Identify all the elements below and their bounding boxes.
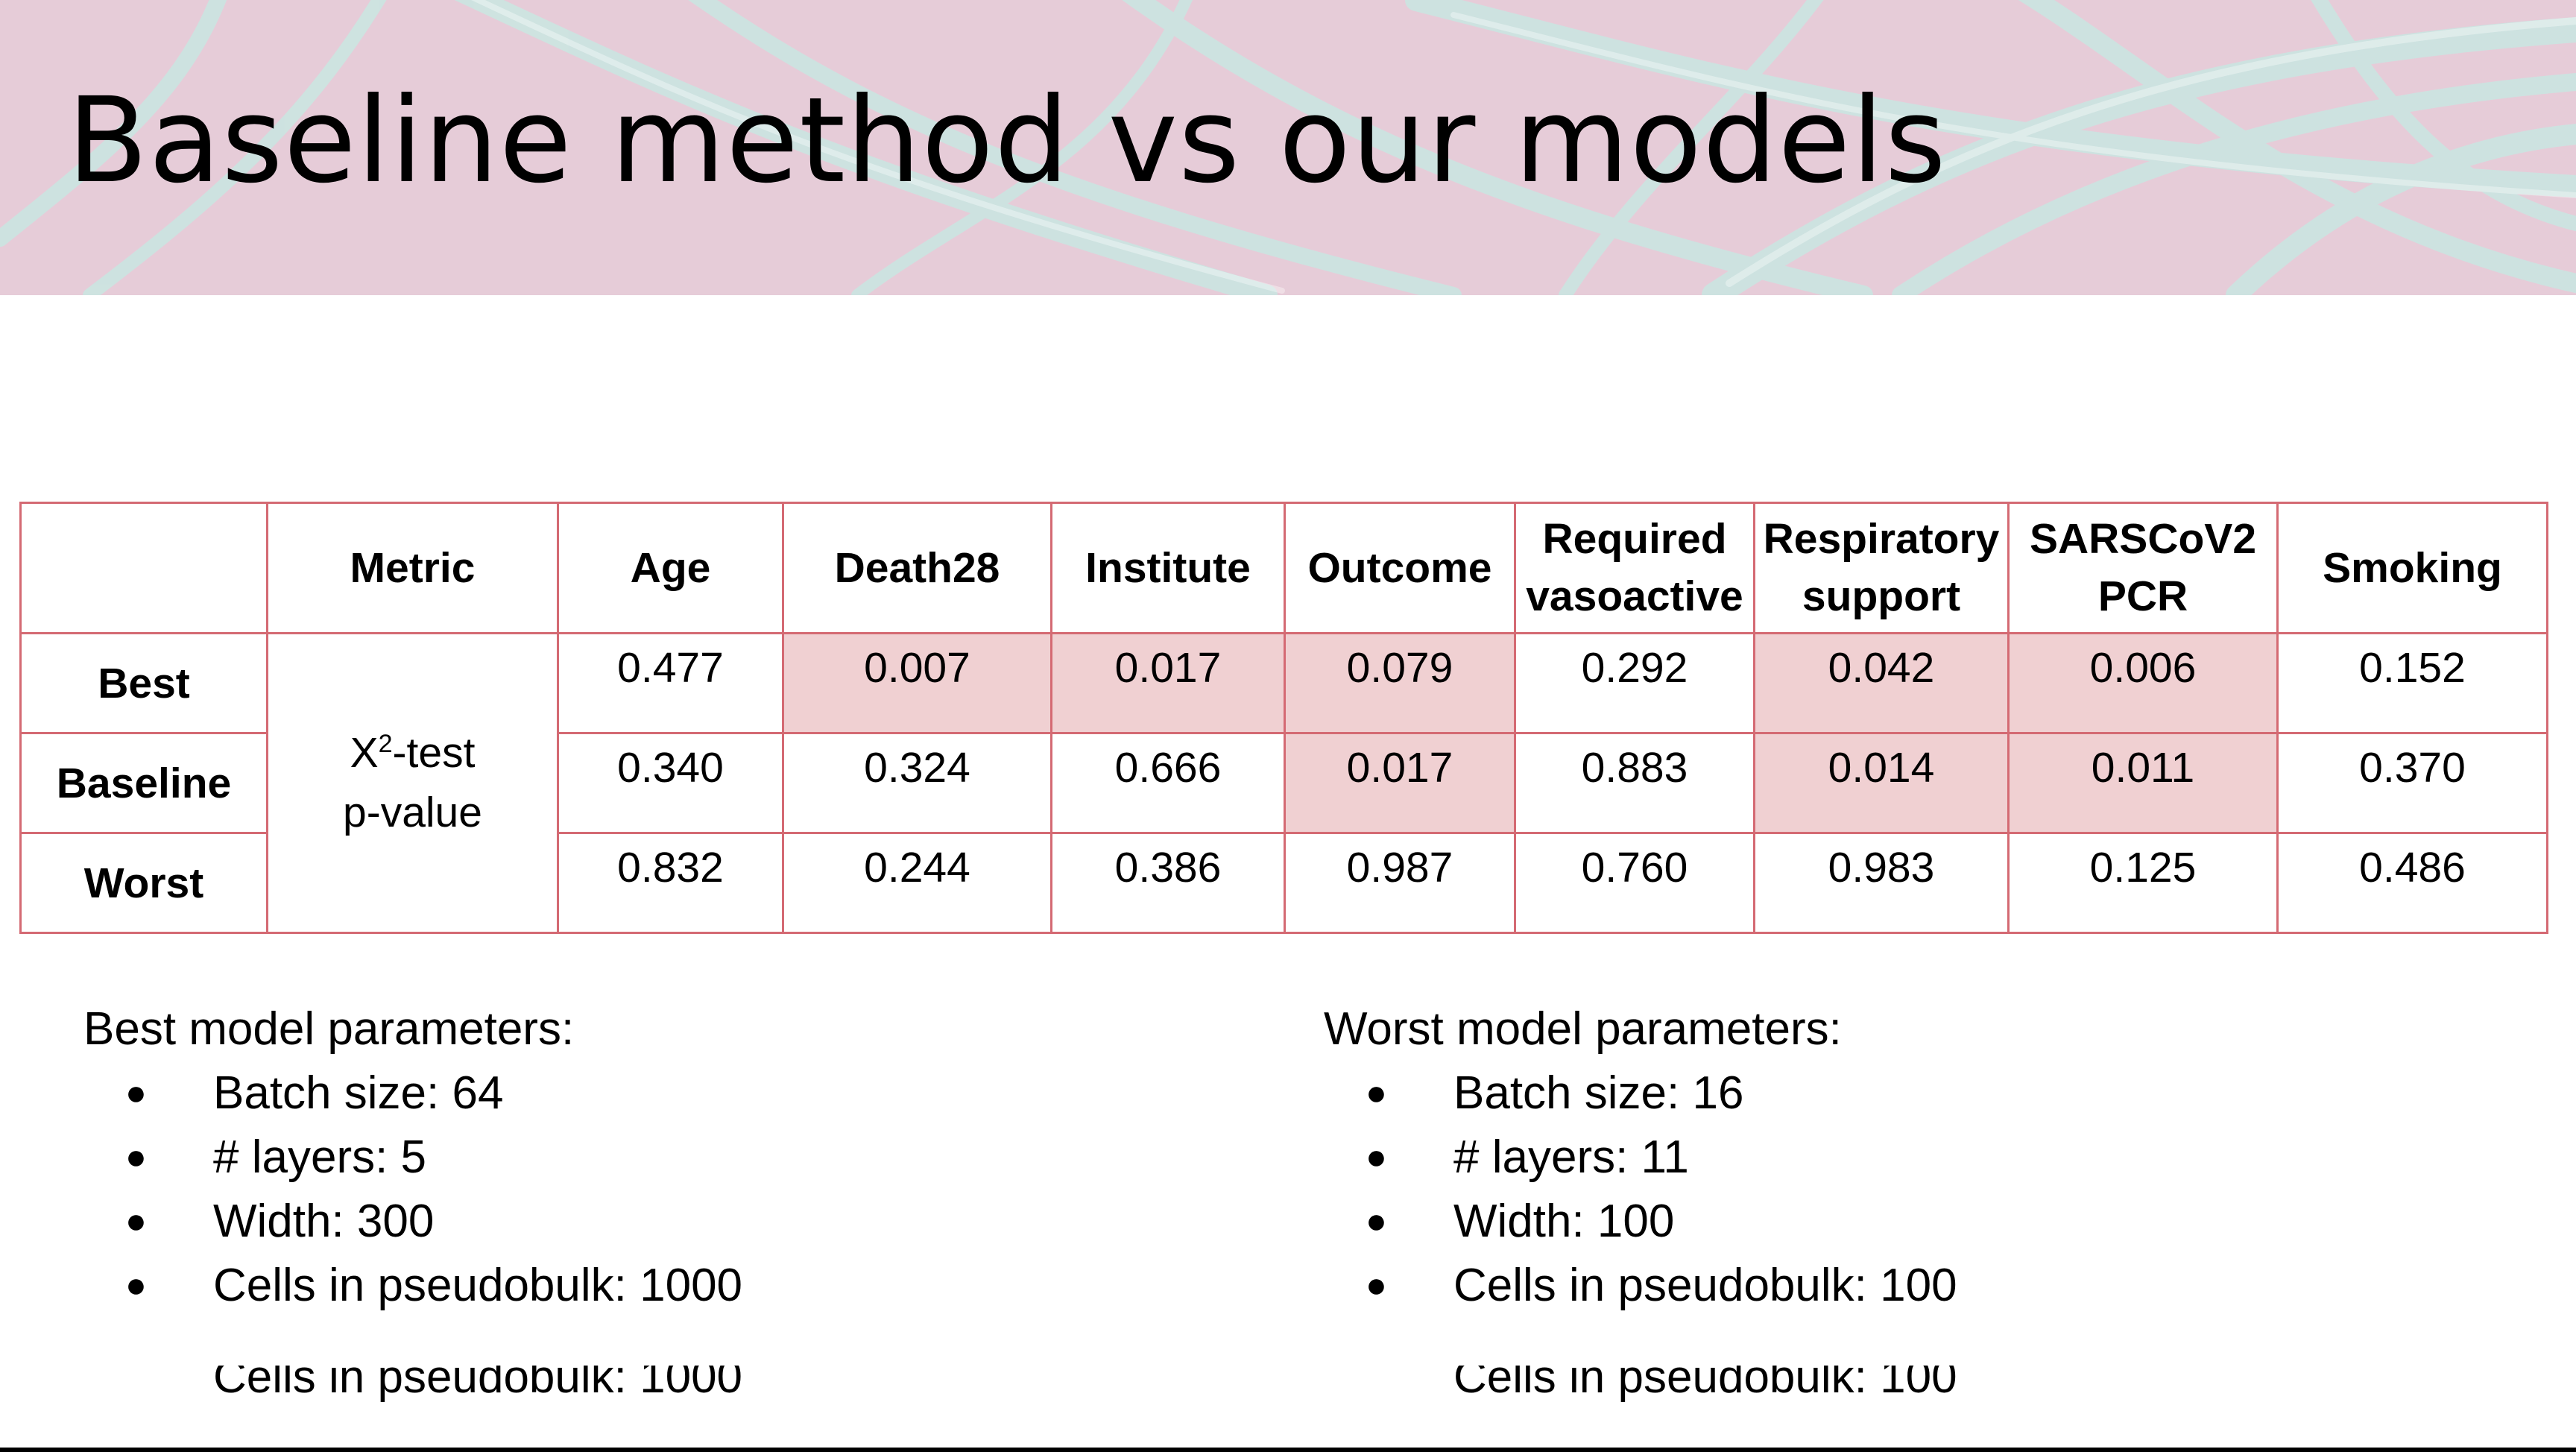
list-item-text: Batch size: 16 (1453, 1067, 1744, 1119)
bullet-icon: ● (1366, 1137, 1387, 1177)
list-item: ● # layers: 11 (1324, 1126, 1957, 1190)
list-item: ● # layers: 5 (83, 1126, 742, 1190)
header-sars-line1: SARSCoV2 (2029, 515, 2257, 564)
bullet-icon: ● (125, 1137, 147, 1177)
list-item-text: Cells in pseudobulk: 100 (1453, 1260, 1957, 1311)
header-respiratory-line2: support (1802, 572, 1961, 620)
table-cell: 0.386 (1050, 832, 1286, 934)
table-cell: 0.987 (1284, 832, 1516, 934)
table-cell: 0.883 (1514, 732, 1755, 834)
header-metric: Metric (266, 502, 559, 634)
table-cell: 0.832 (557, 832, 784, 934)
clipped-text-artifact-best: Cells in pseudobulk: 1000 (213, 1366, 742, 1416)
table-row-best: Best X2-test p-value 0.477 0.007 0.017 0… (19, 632, 2548, 934)
list-item: ● Batch size: 64 (83, 1061, 742, 1126)
table-cell: 0.477 (557, 632, 784, 734)
table-cell-highlighted: 0.011 (2007, 732, 2279, 834)
header-outcome: Outcome (1284, 502, 1516, 634)
list-item-text: # layers: 11 (1453, 1131, 1689, 1183)
header-required-line1: Required (1542, 515, 1727, 564)
header-institute: Institute (1050, 502, 1286, 634)
table-cell-highlighted: 0.079 (1284, 632, 1516, 734)
table-row-worst: Worst 0.832 0.244 0.386 0.987 0.760 0.98… (19, 832, 2548, 934)
table-cell: 0.983 (1753, 832, 2010, 934)
table-cell: 0.666 (1050, 732, 1286, 834)
table-cell-highlighted: 0.006 (2007, 632, 2279, 734)
list-item: ● Cells in pseudobulk: 1000 (83, 1254, 742, 1318)
bottom-divider (0, 1448, 2576, 1452)
table-cell: 0.324 (782, 732, 1052, 834)
worst-model-parameters: Worst model parameters: ● Batch size: 16 … (1324, 997, 1957, 1318)
list-item: ● Batch size: 16 (1324, 1061, 1957, 1126)
list-item-text: # layers: 5 (213, 1131, 427, 1183)
bullet-icon: ● (125, 1202, 147, 1241)
table-cell-highlighted: 0.014 (1753, 732, 2010, 834)
list-item: ● Width: 300 (83, 1190, 742, 1254)
worst-params-heading: Worst model parameters: (1324, 1003, 1842, 1055)
table-cell-highlighted: 0.017 (1284, 732, 1516, 834)
bullet-icon: ● (1366, 1202, 1387, 1241)
worst-params-list: ● Batch size: 16 ● # layers: 11 ● Width: 10… (1324, 1061, 1957, 1318)
header-smoking: Smoking (2276, 502, 2548, 634)
table-cell: 0.125 (2007, 832, 2279, 934)
header-sarscov2-pcr: SARSCoV2 PCR (2007, 502, 2279, 634)
header-respiratory-support: Respiratory support (1753, 502, 2010, 634)
metric-chi-suffix: -test (392, 728, 476, 777)
row-label-worst: Worst (19, 832, 268, 934)
metric-chi-prefix: X (350, 728, 379, 777)
clipped-text-artifact-worst: Cells in pseudobulk: 100 (1453, 1366, 1957, 1416)
metric-cell: X2-test p-value (266, 632, 559, 934)
header-required-line2: vasoactive (1526, 572, 1743, 620)
header-death28: Death28 (782, 502, 1052, 634)
list-item-text: Width: 100 (1453, 1196, 1675, 1247)
row-label-baseline: Baseline (19, 732, 268, 834)
bullet-icon: ● (1366, 1073, 1387, 1113)
table-cell: 0.152 (2276, 632, 2548, 734)
table-cell-highlighted: 0.007 (782, 632, 1052, 734)
header-sars-line2: PCR (2097, 572, 2188, 620)
table-cell: 0.486 (2276, 832, 2548, 934)
header-respiratory-line1: Respiratory (1763, 515, 2000, 564)
best-params-heading: Best model parameters: (83, 1003, 575, 1055)
table-cell-highlighted: 0.017 (1050, 632, 1286, 734)
table-cell: 0.340 (557, 732, 784, 834)
table-cell: 0.292 (1514, 632, 1755, 734)
list-item: ● Width: 100 (1324, 1190, 1957, 1254)
best-params-list: ● Batch size: 64 ● # layers: 5 ● Width: 300… (83, 1061, 742, 1318)
table-row-baseline: Baseline 0.340 0.324 0.666 0.017 0.883 0… (19, 732, 2548, 834)
bullet-icon: ● (125, 1073, 147, 1113)
table-cell-highlighted: 0.042 (1753, 632, 2010, 734)
bullet-icon: ● (125, 1266, 147, 1305)
table-header-row: Metric Age Death28 Institute Outcome Req… (19, 502, 2548, 634)
clipped-text: Cells in pseudobulk: 100 (1453, 1366, 1957, 1403)
list-item-text: Batch size: 64 (213, 1067, 504, 1119)
row-label-best: Best (19, 632, 268, 734)
best-model-parameters: Best model parameters: ● Batch size: 64 ●… (83, 997, 742, 1318)
table-cell: 0.370 (2276, 732, 2548, 834)
metric-pvalue-label: p-value (343, 788, 482, 836)
list-item-text: Width: 300 (213, 1196, 435, 1247)
list-item-text: Cells in pseudobulk: 1000 (213, 1260, 743, 1311)
header-banner (0, 0, 2576, 295)
clipped-text: Cells in pseudobulk: 1000 (213, 1366, 743, 1403)
header-empty-cell (19, 502, 268, 634)
bullet-icon: ● (1366, 1266, 1387, 1305)
table-cell: 0.760 (1514, 832, 1755, 934)
results-table: Metric Age Death28 Institute Outcome Req… (19, 502, 2548, 934)
slide-title: Baseline method vs our models (67, 72, 1947, 209)
header-required-vasoactive: Required vasoactive (1514, 502, 1755, 634)
metric-chi-superscript: 2 (378, 729, 393, 758)
decorative-strands-background (0, 0, 2576, 295)
list-item: ● Cells in pseudobulk: 100 (1324, 1254, 1957, 1318)
table-cell: 0.244 (782, 832, 1052, 934)
header-age: Age (557, 502, 784, 634)
